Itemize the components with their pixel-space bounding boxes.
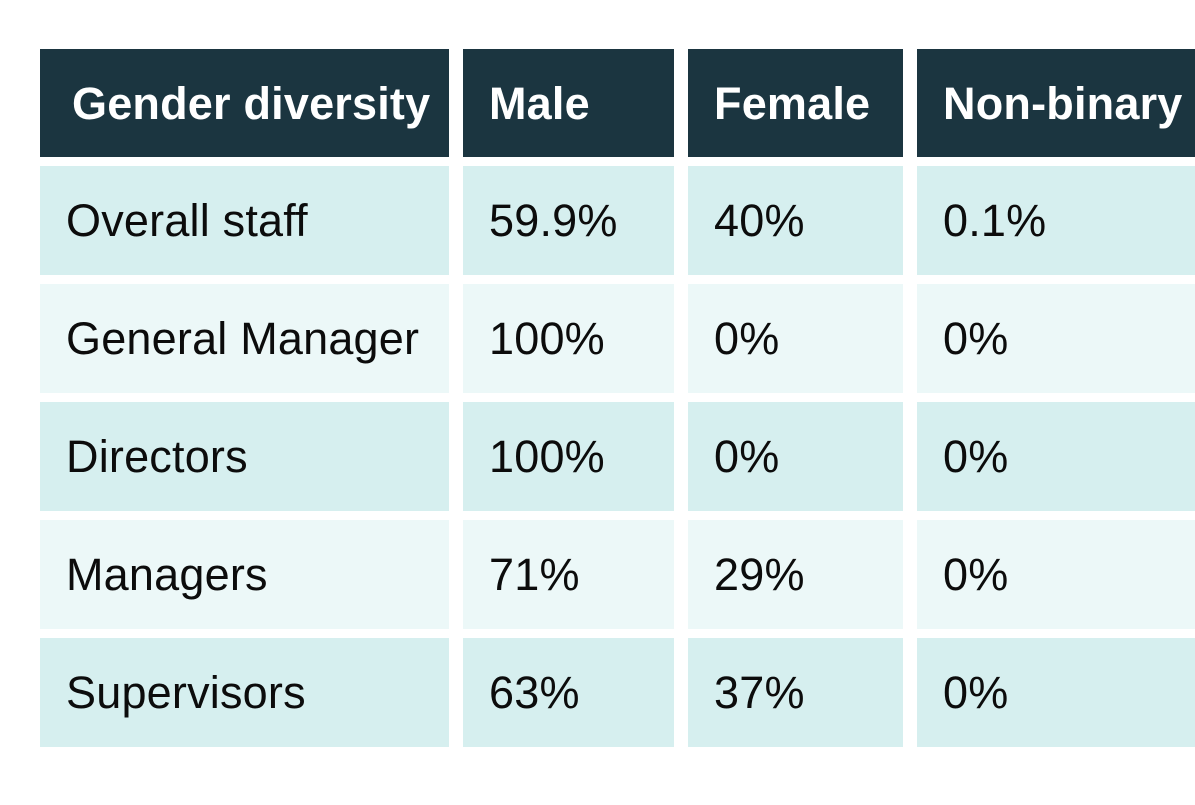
cell-overall-staff-non-binary: 0.1% — [917, 166, 1195, 275]
column-header-gender-diversity: Gender diversity — [40, 49, 449, 157]
cell-supervisors-male: 63% — [463, 638, 674, 747]
cell-directors-non-binary: 0% — [917, 402, 1195, 511]
cell-overall-staff-female: 40% — [688, 166, 903, 275]
cell-directors-male: 100% — [463, 402, 674, 511]
gender-diversity-table: Gender diversity Male Female Non-binary … — [40, 49, 1195, 747]
cell-supervisors-female: 37% — [688, 638, 903, 747]
row-label-supervisors: Supervisors — [40, 638, 449, 747]
column-header-male: Male — [463, 49, 674, 157]
cell-directors-female: 0% — [688, 402, 903, 511]
cell-managers-non-binary: 0% — [917, 520, 1195, 629]
cell-general-manager-male: 100% — [463, 284, 674, 393]
row-label-directors: Directors — [40, 402, 449, 511]
cell-general-manager-non-binary: 0% — [917, 284, 1195, 393]
cell-supervisors-non-binary: 0% — [917, 638, 1195, 747]
row-label-overall-staff: Overall staff — [40, 166, 449, 275]
cell-managers-male: 71% — [463, 520, 674, 629]
cell-general-manager-female: 0% — [688, 284, 903, 393]
column-header-female: Female — [688, 49, 903, 157]
column-header-non-binary: Non-binary — [917, 49, 1195, 157]
cell-managers-female: 29% — [688, 520, 903, 629]
row-label-managers: Managers — [40, 520, 449, 629]
row-label-general-manager: General Manager — [40, 284, 449, 393]
cell-overall-staff-male: 59.9% — [463, 166, 674, 275]
